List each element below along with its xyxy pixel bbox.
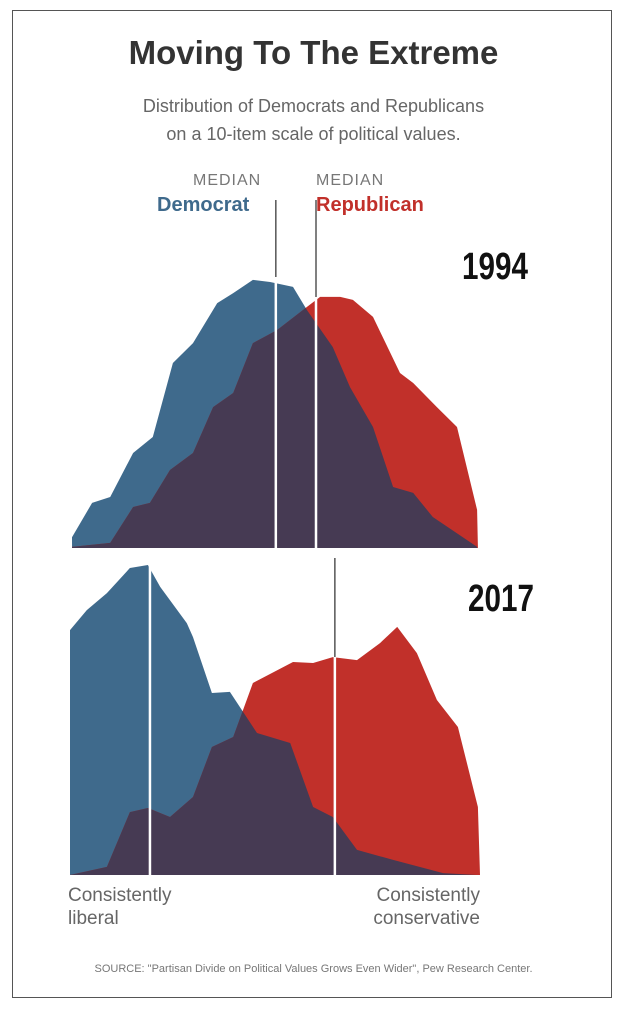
axis-left-line1: Consistently	[68, 885, 172, 906]
median-label-republican: MEDIAN	[316, 172, 385, 189]
subtitle-line-1: Distribution of Democrats and Republican…	[142, 96, 485, 116]
axis-right-line2: conservative	[373, 908, 480, 929]
source-note: SOURCE: "Partisan Divide on Political Va…	[94, 963, 533, 975]
chart-title: Moving To The Extreme	[128, 34, 499, 71]
chart-frame	[12, 10, 612, 998]
overlap-area-1994	[72, 296, 478, 548]
democrat-label: Democrat	[157, 194, 250, 216]
year-label-2017: 2017	[468, 578, 534, 620]
democrat-area-2017	[70, 565, 478, 875]
year-label-1994: 1994	[462, 246, 528, 288]
axis-label-liberal: Consistently liberal	[68, 884, 172, 930]
axis-right-line1: Consistently	[376, 885, 481, 906]
axis-left-line2: liberal	[68, 908, 119, 929]
median-label-democrat: MEDIAN	[193, 172, 262, 189]
axis-label-conservative: Consistently conservative	[373, 884, 480, 930]
republican-label: Republican	[316, 194, 424, 216]
subtitle-line-2: on a 10-item scale of political values.	[166, 124, 461, 144]
